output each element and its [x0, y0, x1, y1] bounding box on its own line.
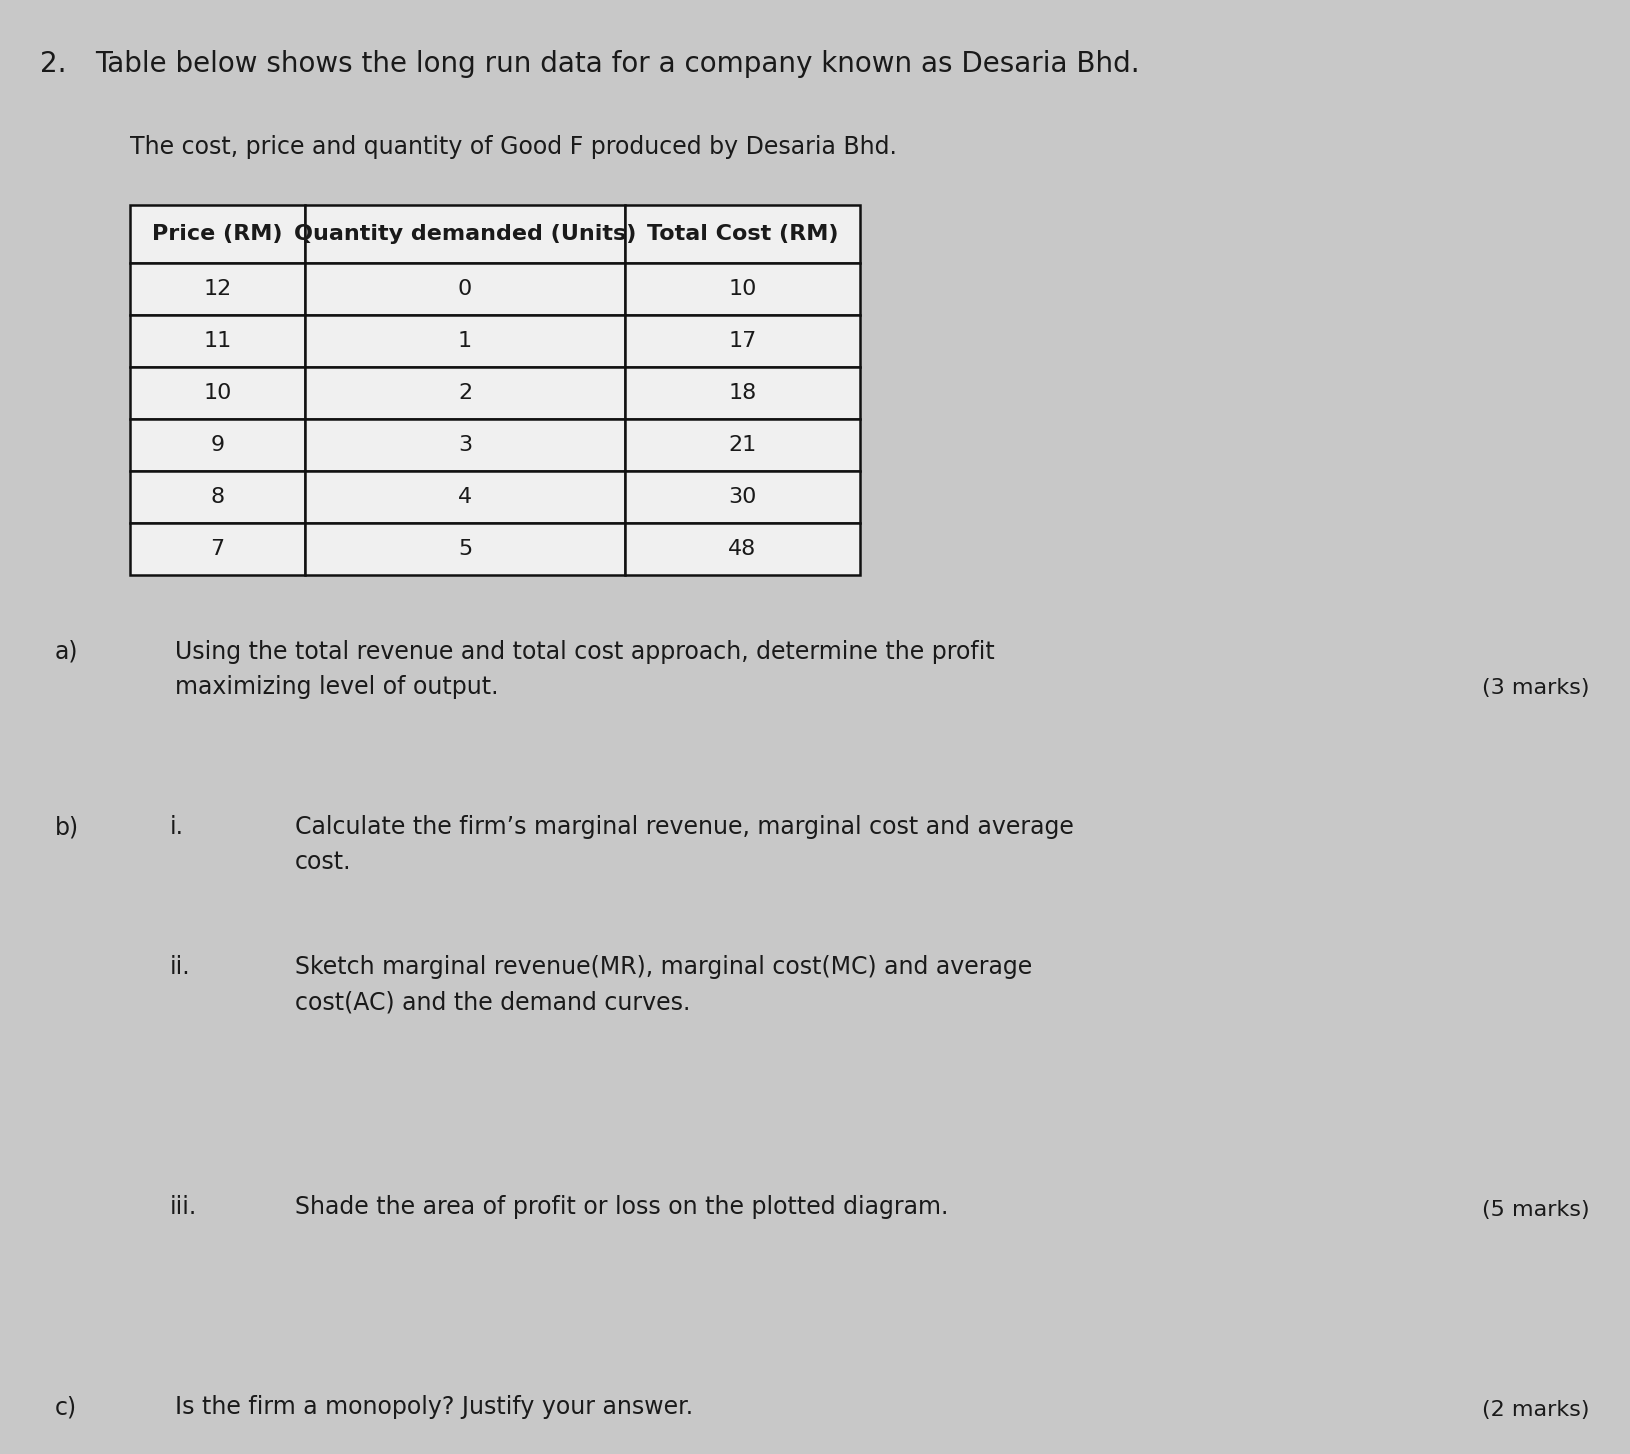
- Bar: [624, 419, 861, 471]
- Bar: [624, 523, 861, 574]
- Bar: [624, 263, 861, 316]
- Bar: [305, 205, 624, 263]
- Text: 12: 12: [204, 279, 231, 300]
- Text: 11: 11: [204, 332, 231, 350]
- Text: 10: 10: [729, 279, 756, 300]
- Bar: [624, 366, 861, 419]
- Text: a): a): [55, 640, 78, 664]
- Text: 1: 1: [458, 332, 473, 350]
- Text: The cost, price and quantity of Good F produced by Desaria Bhd.: The cost, price and quantity of Good F p…: [130, 135, 896, 158]
- Text: ii.: ii.: [170, 955, 191, 979]
- Text: Sketch marginal revenue(MR), marginal cost(MC) and average
cost(AC) and the dema: Sketch marginal revenue(MR), marginal co…: [295, 955, 1032, 1015]
- Text: (5 marks): (5 marks): [1482, 1200, 1589, 1220]
- Text: 9: 9: [210, 435, 225, 455]
- Bar: [624, 471, 861, 523]
- Text: 10: 10: [204, 382, 231, 403]
- Bar: [130, 263, 305, 316]
- Bar: [624, 205, 861, 263]
- Text: 0: 0: [458, 279, 473, 300]
- Text: 48: 48: [729, 539, 756, 558]
- Text: Table below shows the long run data for a company known as Desaria Bhd.: Table below shows the long run data for …: [95, 49, 1139, 79]
- Bar: [305, 419, 624, 471]
- Text: Quantity demanded (Units): Quantity demanded (Units): [293, 224, 636, 244]
- Bar: [305, 316, 624, 366]
- Bar: [130, 316, 305, 366]
- Bar: [305, 523, 624, 574]
- Text: Is the firm a monopoly? Justify your answer.: Is the firm a monopoly? Justify your ans…: [174, 1394, 693, 1419]
- Text: 8: 8: [210, 487, 225, 507]
- Text: 30: 30: [729, 487, 756, 507]
- Text: 17: 17: [729, 332, 756, 350]
- Text: 3: 3: [458, 435, 473, 455]
- Text: Using the total revenue and total cost approach, determine the profit
maximizing: Using the total revenue and total cost a…: [174, 640, 994, 699]
- Text: c): c): [55, 1394, 77, 1419]
- Bar: [130, 205, 305, 263]
- Bar: [130, 471, 305, 523]
- Bar: [305, 366, 624, 419]
- Bar: [305, 471, 624, 523]
- Text: 7: 7: [210, 539, 225, 558]
- Bar: [130, 419, 305, 471]
- Text: i.: i.: [170, 816, 184, 839]
- Text: (2 marks): (2 marks): [1483, 1400, 1589, 1421]
- Text: iii.: iii.: [170, 1195, 197, 1218]
- Text: 5: 5: [458, 539, 473, 558]
- Text: 2.: 2.: [41, 49, 67, 79]
- Bar: [130, 366, 305, 419]
- Text: Shade the area of profit or loss on the plotted diagram.: Shade the area of profit or loss on the …: [295, 1195, 949, 1218]
- Text: Total Cost (RM): Total Cost (RM): [647, 224, 838, 244]
- Text: 18: 18: [729, 382, 756, 403]
- Text: 2: 2: [458, 382, 473, 403]
- Bar: [130, 523, 305, 574]
- Text: 4: 4: [458, 487, 473, 507]
- Text: Price (RM): Price (RM): [152, 224, 282, 244]
- Text: b): b): [55, 816, 80, 839]
- Bar: [624, 316, 861, 366]
- Text: 21: 21: [729, 435, 756, 455]
- Text: Calculate the firm’s marginal revenue, marginal cost and average
cost.: Calculate the firm’s marginal revenue, m…: [295, 816, 1074, 874]
- Bar: [305, 263, 624, 316]
- Text: (3 marks): (3 marks): [1483, 678, 1589, 698]
